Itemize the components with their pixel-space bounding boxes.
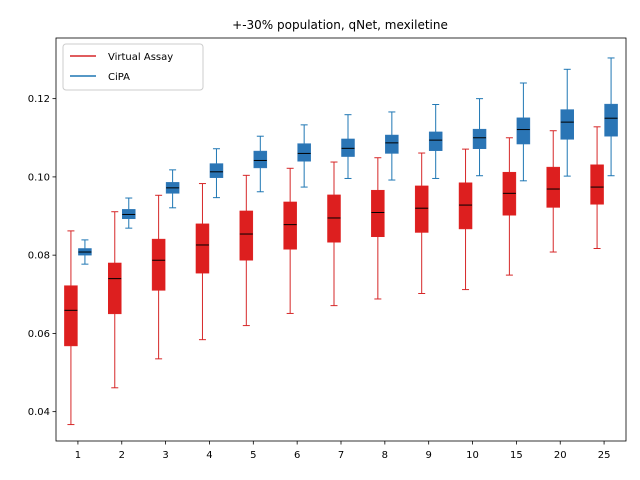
y-axis: 0.04 0.06 0.08 0.10 0.12 [28,94,56,418]
box-cipa-10 [472,98,487,177]
box-cipa-4 [209,148,224,199]
plot-area: 1 2 3 4 5 6 7 8 9 10 15 20 25 0.04 0.06 0.08 0.10 0.12 [28,37,627,461]
box-body [428,131,443,151]
box-virtual-assay-9 [414,152,429,294]
y-tick-label: 0.10 [28,172,50,183]
legend: Virtual Assay CiPA [62,43,204,91]
box-cipa-7 [341,114,355,179]
x-axis: 1 2 3 4 5 6 7 8 9 10 15 20 25 [75,441,611,461]
x-tick-label: 6 [294,450,300,461]
box-cipa-5 [253,135,268,193]
box-body [414,185,429,233]
x-tick-label: 20 [554,450,567,461]
box-body [604,103,618,137]
x-tick-label: 9 [426,450,432,461]
box-cipa-1 [78,239,92,265]
y-tick-label: 0.06 [28,329,50,340]
y-tick-label: 0.08 [28,251,50,262]
box-body [64,285,78,347]
box-cipa-2 [122,197,136,229]
box-cipa-3 [165,169,180,209]
box-cipa-8 [385,111,399,181]
x-tick-label: 4 [206,450,212,461]
box-body [253,150,268,169]
box-body [371,189,385,238]
x-tick-label: 3 [162,450,168,461]
series-virtual-assay [64,126,604,426]
box-virtual-assay-4 [195,183,210,341]
chart-title: +-30% population, qNet, mexiletine [232,18,448,32]
box-cipa-15 [516,82,531,182]
box-virtual-assay-2 [108,211,122,389]
legend-label-cipa: CiPA [108,72,130,83]
box-virtual-assay-1 [64,230,78,426]
box-body [341,138,355,157]
box-body [590,164,604,205]
plot-frame [55,37,627,442]
x-tick-label: 2 [119,450,125,461]
box-body [108,262,122,315]
box-body [297,143,311,162]
box-virtual-assay-7 [327,161,341,307]
x-tick-label: 25 [598,450,611,461]
box-virtual-assay-20 [546,130,560,253]
box-body [327,194,341,243]
series-cipa [78,57,618,265]
box-body [195,223,210,274]
x-tick-label: 10 [466,450,479,461]
box-cipa-25 [604,57,618,177]
x-tick-label: 7 [338,450,344,461]
box-virtual-assay-6 [283,167,297,314]
box-body [560,109,574,140]
box-body [472,128,487,149]
box-virtual-assay-15 [502,137,517,276]
box-cipa-6 [297,124,311,188]
box-body [385,134,399,154]
boxes-group [64,57,618,426]
box-virtual-assay-3 [151,194,166,360]
box-virtual-assay-5 [239,174,254,327]
box-virtual-assay-25 [590,126,604,249]
y-tick-label: 0.12 [28,94,50,105]
box-body [458,182,473,230]
box-body [516,117,531,145]
box-body [546,166,560,208]
box-body [283,201,297,250]
x-tick-label: 8 [382,450,388,461]
legend-label-virtual-assay: Virtual Assay [108,52,173,63]
legend-frame [62,43,204,91]
box-virtual-assay-10 [458,148,473,291]
box-body [239,210,254,261]
x-tick-label: 5 [250,450,256,461]
box-body [209,163,224,178]
box-cipa-9 [428,104,443,179]
x-tick-label: 1 [75,450,81,461]
box-cipa-20 [560,68,574,177]
box-virtual-assay-8 [371,157,385,300]
box-body [151,238,166,291]
x-tick-label: 15 [510,450,523,461]
y-tick-label: 0.04 [28,407,50,418]
